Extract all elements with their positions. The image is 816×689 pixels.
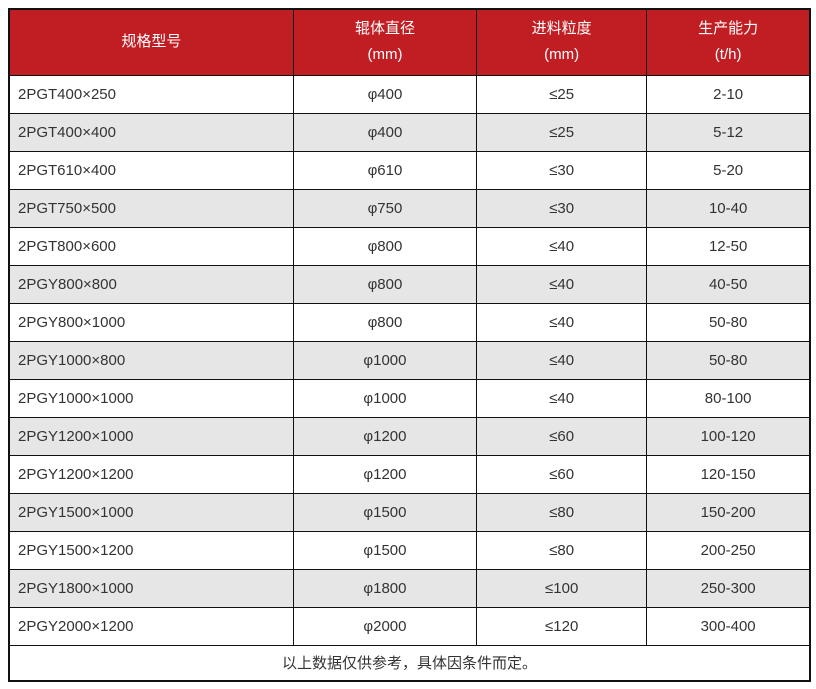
cell-roller-diameter: φ400 [292,74,478,114]
cell-feed-size: ≤60 [476,416,648,456]
table-row: 2PGY2000×1200 φ2000 ≤120 300-400 [8,606,811,646]
cell-model: 2PGY800×800 [8,264,294,304]
cell-model: 2PGY2000×1200 [8,606,294,646]
col-header-feed-size-label: 进料粒度 [531,20,592,38]
cell-roller-diameter: φ1800 [292,568,478,608]
table-row: 2PGT750×500 φ750 ≤30 10-40 [8,188,811,228]
table-body: 2PGT400×250 φ400 ≤25 2-10 2PGT400×400 φ400 ≤25… [8,74,811,646]
cell-model: 2PGT750×500 [8,188,294,228]
cell-model: 2PGY1800×1000 [8,568,294,608]
table-row: 2PGY1000×800 φ1000 ≤40 50-80 [8,340,811,380]
col-header-roller-diameter-unit: (mm) [367,46,403,64]
cell-model: 2PGY1000×800 [8,340,294,380]
col-header-model: 规格型号 [8,8,294,76]
header-row: 规格型号 辊体直径 (mm) 进料粒度 (mm) 生产能力 (t/h) [8,8,811,76]
cell-roller-diameter: φ1200 [292,416,478,456]
table-row: 2PGY1200×1200 φ1200 ≤60 120-150 [8,454,811,494]
table-row: 2PGY800×1000 φ800 ≤40 50-80 [8,302,811,342]
table-row: 2PGT610×400 φ610 ≤30 5-20 [8,150,811,190]
cell-capacity: 300-400 [646,606,811,646]
cell-roller-diameter: φ1000 [292,340,478,380]
table-row: 2PGY800×800 φ800 ≤40 40-50 [8,264,811,304]
table-row: 2PGY1500×1000 φ1500 ≤80 150-200 [8,492,811,532]
cell-feed-size: ≤120 [476,606,648,646]
col-header-model-label: 规格型号 [121,33,182,51]
cell-model: 2PGT400×250 [8,74,294,114]
cell-model: 2PGT610×400 [8,150,294,190]
cell-model: 2PGT400×400 [8,112,294,152]
footnote-row: 以上数据仅供参考，具体因条件而定。 [8,644,811,682]
cell-feed-size: ≤30 [476,150,648,190]
cell-roller-diameter: φ1000 [292,378,478,418]
cell-roller-diameter: φ750 [292,188,478,228]
cell-feed-size: ≤40 [476,264,648,304]
cell-capacity: 150-200 [646,492,811,532]
col-header-feed-size-unit: (mm) [544,46,580,64]
cell-capacity: 80-100 [646,378,811,418]
cell-model: 2PGY1500×1000 [8,492,294,532]
cell-feed-size: ≤40 [476,226,648,266]
cell-capacity: 50-80 [646,340,811,380]
table-row: 2PGT800×600 φ800 ≤40 12-50 [8,226,811,266]
cell-feed-size: ≤40 [476,302,648,342]
cell-feed-size: ≤80 [476,530,648,570]
cell-model: 2PGY1200×1200 [8,454,294,494]
cell-capacity: 50-80 [646,302,811,342]
cell-roller-diameter: φ1200 [292,454,478,494]
cell-model: 2PGT800×600 [8,226,294,266]
cell-capacity: 120-150 [646,454,811,494]
spec-table: 规格型号 辊体直径 (mm) 进料粒度 (mm) 生产能力 (t/h) 2PGT… [8,8,811,682]
col-header-feed-size: 进料粒度 (mm) [476,8,648,76]
cell-capacity: 5-20 [646,150,811,190]
cell-roller-diameter: φ1500 [292,492,478,532]
cell-roller-diameter: φ400 [292,112,478,152]
col-header-capacity: 生产能力 (t/h) [646,8,811,76]
cell-capacity: 100-120 [646,416,811,456]
cell-roller-diameter: φ2000 [292,606,478,646]
cell-model: 2PGY800×1000 [8,302,294,342]
cell-capacity: 40-50 [646,264,811,304]
cell-capacity: 2-10 [646,74,811,114]
cell-feed-size: ≤60 [476,454,648,494]
cell-model: 2PGY1500×1200 [8,530,294,570]
cell-feed-size: ≤25 [476,112,648,152]
cell-roller-diameter: φ800 [292,226,478,266]
table-footnote: 以上数据仅供参考，具体因条件而定。 [8,644,811,682]
cell-capacity: 200-250 [646,530,811,570]
table-row: 2PGY1200×1000 φ1200 ≤60 100-120 [8,416,811,456]
table-row: 2PGY1800×1000 φ1800 ≤100 250-300 [8,568,811,608]
col-header-capacity-unit: (t/h) [714,46,742,64]
cell-capacity: 10-40 [646,188,811,228]
cell-feed-size: ≤100 [476,568,648,608]
col-header-capacity-label: 生产能力 [698,20,759,38]
cell-capacity: 12-50 [646,226,811,266]
table-row: 2PGY1000×1000 φ1000 ≤40 80-100 [8,378,811,418]
col-header-roller-diameter-label: 辊体直径 [354,20,415,38]
cell-roller-diameter: φ800 [292,264,478,304]
cell-roller-diameter: φ800 [292,302,478,342]
table-row: 2PGT400×400 φ400 ≤25 5-12 [8,112,811,152]
cell-feed-size: ≤40 [476,340,648,380]
cell-capacity: 250-300 [646,568,811,608]
cell-feed-size: ≤30 [476,188,648,228]
cell-model: 2PGY1200×1000 [8,416,294,456]
cell-feed-size: ≤40 [476,378,648,418]
cell-roller-diameter: φ1500 [292,530,478,570]
cell-capacity: 5-12 [646,112,811,152]
table-row: 2PGY1500×1200 φ1500 ≤80 200-250 [8,530,811,570]
col-header-roller-diameter: 辊体直径 (mm) [292,8,478,76]
cell-feed-size: ≤80 [476,492,648,532]
cell-feed-size: ≤25 [476,74,648,114]
cell-roller-diameter: φ610 [292,150,478,190]
cell-model: 2PGY1000×1000 [8,378,294,418]
table-row: 2PGT400×250 φ400 ≤25 2-10 [8,74,811,114]
